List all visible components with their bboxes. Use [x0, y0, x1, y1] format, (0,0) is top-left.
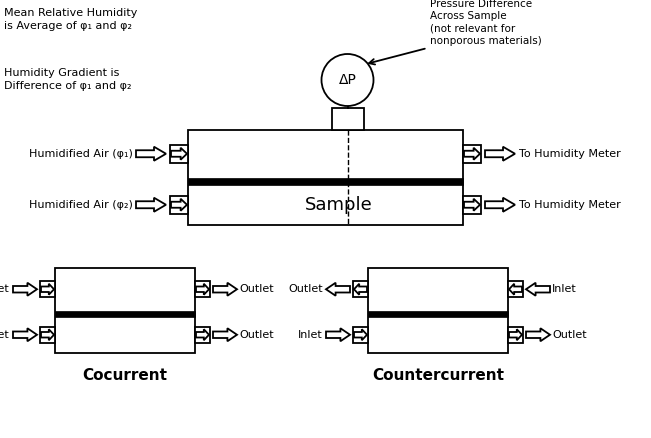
Bar	[170, 196, 188, 214]
Bar	[40, 281, 55, 297]
Text: Outlet: Outlet	[552, 330, 587, 340]
Bar	[188, 130, 463, 225]
Circle shape	[322, 54, 374, 106]
Polygon shape	[326, 328, 350, 341]
Polygon shape	[464, 148, 480, 160]
Polygon shape	[196, 329, 209, 340]
Polygon shape	[526, 283, 550, 296]
Bar	[463, 196, 481, 214]
Polygon shape	[41, 284, 54, 295]
Polygon shape	[196, 284, 209, 295]
Polygon shape	[171, 148, 187, 160]
Text: Countercurrent: Countercurrent	[372, 367, 504, 382]
Polygon shape	[13, 328, 37, 341]
Text: Pressure Difference
Across Sample
(not relevant for
nonporous materials): Pressure Difference Across Sample (not r…	[430, 0, 542, 46]
Polygon shape	[354, 284, 367, 295]
Polygon shape	[13, 283, 37, 296]
Text: Humidified Air (φ₂): Humidified Air (φ₂)	[29, 200, 133, 210]
Text: Humidified Air (φ₁): Humidified Air (φ₁)	[29, 149, 133, 159]
Bar	[353, 327, 368, 343]
Bar	[368, 268, 508, 353]
Text: To Humidity Meter: To Humidity Meter	[519, 149, 621, 159]
Bar	[55, 268, 195, 353]
Text: Outlet: Outlet	[239, 284, 273, 294]
Polygon shape	[509, 329, 522, 340]
Text: Cocurrent: Cocurrent	[83, 367, 167, 382]
Polygon shape	[171, 199, 187, 211]
Text: Humidity Gradient is
Difference of φ₁ and φ₂: Humidity Gradient is Difference of φ₁ an…	[4, 68, 132, 91]
Text: To Humidity Meter: To Humidity Meter	[519, 200, 621, 210]
Text: Inlet: Inlet	[552, 284, 577, 294]
Bar	[463, 145, 481, 163]
Polygon shape	[213, 328, 237, 341]
Polygon shape	[213, 283, 237, 296]
Polygon shape	[354, 329, 367, 340]
Bar	[508, 327, 523, 343]
Text: Sample: Sample	[305, 196, 373, 214]
Bar	[170, 145, 188, 163]
Text: Inlet: Inlet	[0, 284, 10, 294]
Bar	[195, 327, 210, 343]
Polygon shape	[526, 328, 550, 341]
Polygon shape	[136, 198, 166, 212]
Text: Outlet: Outlet	[288, 284, 323, 294]
Text: Mean Relative Humidity
is Average of φ₁ and φ₂: Mean Relative Humidity is Average of φ₁ …	[4, 8, 137, 31]
Bar	[195, 281, 210, 297]
Polygon shape	[464, 199, 480, 211]
Bar	[40, 327, 55, 343]
Polygon shape	[326, 283, 350, 296]
Text: ΔP: ΔP	[339, 73, 357, 87]
Bar	[353, 281, 368, 297]
Bar	[188, 177, 463, 184]
Polygon shape	[485, 198, 515, 212]
Text: Outlet: Outlet	[239, 330, 273, 340]
Text: Inlet: Inlet	[298, 330, 323, 340]
Polygon shape	[136, 147, 166, 161]
Text: Inlet: Inlet	[0, 330, 10, 340]
Bar	[331, 108, 363, 130]
Polygon shape	[41, 329, 54, 340]
Bar	[55, 311, 195, 317]
Polygon shape	[509, 284, 522, 295]
Bar	[508, 281, 523, 297]
Bar	[368, 311, 508, 317]
Polygon shape	[485, 147, 515, 161]
